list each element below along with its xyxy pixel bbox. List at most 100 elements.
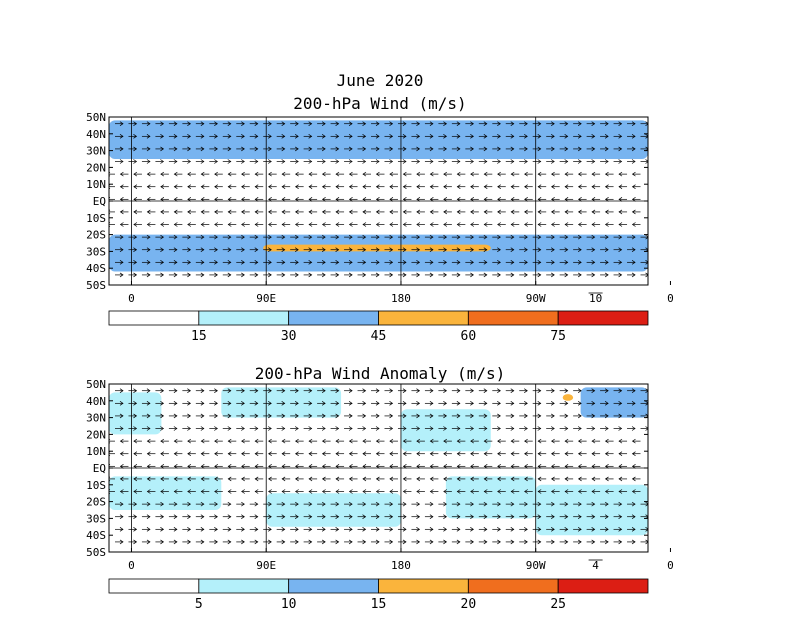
y-tick-label: 30N (86, 145, 106, 158)
wind-vector-head (497, 171, 501, 177)
wind-vector-head (591, 527, 596, 532)
wind-vector-head (416, 451, 421, 457)
wind-vector-head (214, 146, 218, 152)
wind-vector-head (321, 451, 326, 457)
wind-vector-head (173, 134, 178, 139)
wind-vector-head (133, 501, 138, 507)
wind-vector-head (577, 121, 582, 127)
wind-vector-head (375, 171, 380, 177)
wind-vector-head (133, 234, 138, 240)
wind-vector-head (375, 134, 380, 139)
wind-vector-head (348, 489, 353, 494)
wind-vector-head (321, 222, 326, 227)
grid-lines (109, 117, 648, 285)
wind-vector-head (173, 159, 178, 164)
wind-vector-head (443, 121, 448, 127)
colorbar-label: 15 (191, 329, 207, 344)
wind-vector-head (308, 260, 313, 265)
wind-vector-head (551, 222, 555, 227)
wind-vector-head (335, 247, 340, 253)
wind-vector-head (564, 514, 569, 520)
wind-vector-head (618, 159, 623, 164)
wind-vector-head (133, 260, 138, 265)
wind-vector-head (375, 514, 380, 520)
wind-vector-head (416, 121, 421, 127)
wind-vector-head (550, 234, 555, 240)
wind-vector-head (241, 413, 245, 419)
wind-vector-head (173, 476, 178, 482)
wind-vector-head (321, 234, 326, 240)
wind-vector-head (146, 401, 151, 406)
wind-vector-head (524, 171, 528, 177)
wind-vector-head (456, 234, 461, 240)
wind-vector-head (510, 401, 515, 406)
shaded-region (221, 387, 342, 418)
wind-vector-head (268, 260, 272, 265)
wind-vector-head (416, 514, 421, 520)
wind-vector-head (348, 514, 353, 520)
wind-vector-head (631, 527, 636, 532)
wind-vector-head (604, 476, 609, 482)
wind-vector-head (510, 184, 515, 190)
wind-vector-head (470, 159, 474, 164)
wind-vector-head (631, 209, 636, 215)
wind-vector-head (214, 426, 218, 431)
wind-vector-head (133, 272, 138, 278)
y-tick-label: EQ (93, 462, 106, 475)
wind-vector-head (537, 489, 542, 494)
wind-vector-head (119, 209, 124, 215)
wind-vector-head (631, 184, 636, 190)
wind-vector-head (308, 489, 313, 494)
wind-vector-head (591, 489, 596, 494)
wind-vector-head (146, 146, 151, 152)
wind-vector-head (429, 222, 434, 227)
wind-vector-head (146, 426, 151, 431)
wind-vector-head (187, 222, 192, 227)
main-title: June 2020 (337, 71, 424, 90)
wind-vector-head (389, 146, 394, 152)
colorbar-swatch (467, 578, 559, 594)
wind-vector-head (214, 413, 218, 419)
wind-vector-head (214, 272, 218, 278)
wind-vector-head (200, 222, 205, 227)
wind-vector-head (402, 413, 407, 419)
wind-vector-head (577, 514, 582, 520)
wind-vector-head (241, 438, 245, 444)
wind-vector-head (214, 121, 218, 127)
wind-vector-head (591, 451, 596, 457)
wind-vector-head (631, 401, 636, 406)
colorbar-swatch (557, 310, 649, 326)
wind-vector-head (389, 388, 394, 394)
wind-vector-head (510, 476, 515, 482)
wind-vector-head (483, 388, 488, 394)
wind-vector-head (470, 234, 474, 240)
wind-vector-head (160, 260, 165, 265)
wind-vector-head (429, 514, 434, 520)
wind-vector-head (254, 171, 259, 177)
wind-vector-head (470, 489, 475, 494)
shaded-region (535, 484, 648, 536)
wind-vector-head (577, 489, 582, 494)
wind-vector-head (133, 222, 138, 227)
wind-vector-head (645, 234, 648, 240)
wind-vector-head (456, 426, 461, 431)
wind-vector-head (470, 272, 474, 278)
wind-vector-head (321, 146, 326, 152)
wind-vector-head (227, 527, 232, 532)
shaded-region (445, 476, 536, 519)
wind-vector-head (133, 184, 138, 190)
wind-vector-head (577, 272, 582, 278)
wind-vector-head (160, 401, 165, 406)
wind-vector-head (335, 501, 340, 507)
wind-vector-head (227, 159, 232, 164)
wind-vector-head (497, 272, 501, 278)
wind-vector-head (631, 234, 636, 240)
wind-vector-head (375, 234, 380, 240)
wind-vector-head (173, 184, 178, 190)
wind-vector-head (254, 272, 259, 278)
wind-vector-head (160, 209, 165, 215)
wind-vector-head (631, 388, 636, 394)
wind-vector-head (281, 222, 286, 227)
wind-vector-head (429, 247, 434, 253)
wind-vector-head (281, 159, 286, 164)
